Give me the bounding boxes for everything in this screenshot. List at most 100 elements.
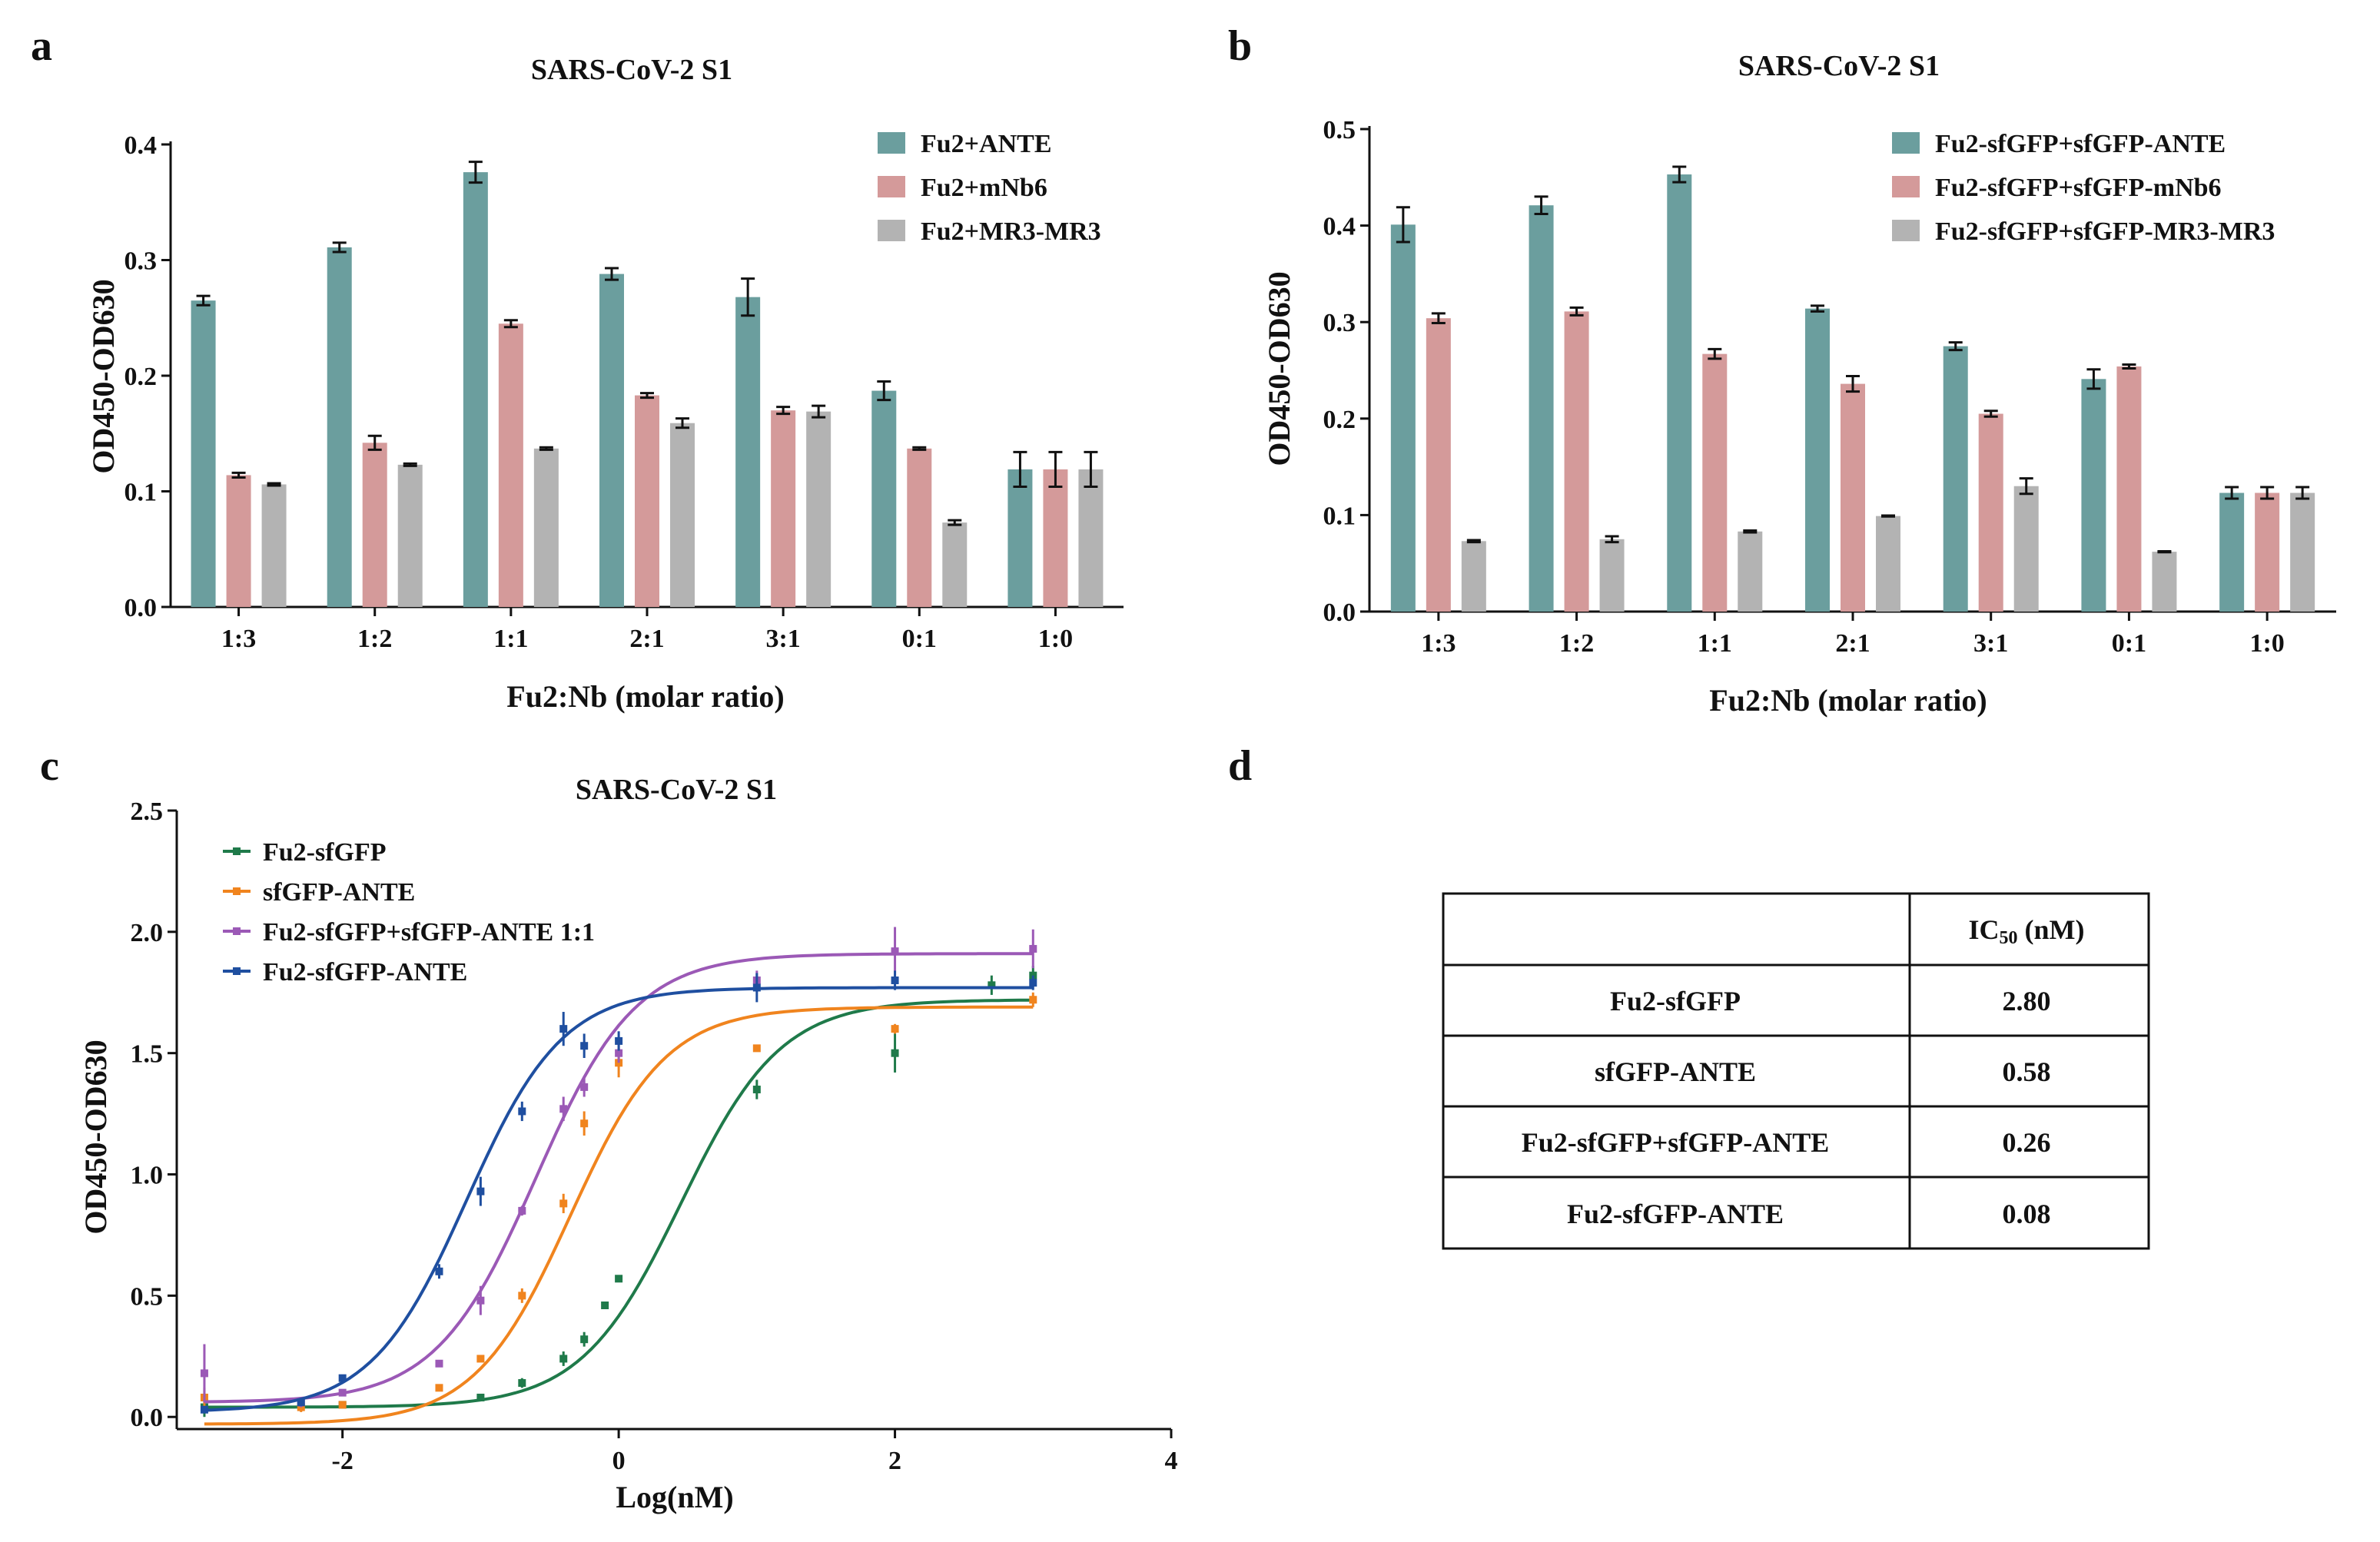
data-point-sfgfp-ante [518,1292,526,1300]
data-point-fu2-sfgfp [476,1393,485,1401]
legend-marker-fu2-sfgfp-sfgfp-ante-1-1 [233,927,241,935]
x-tick-label: 0 [612,1447,626,1475]
data-point-fu2-sfgfp-ante [1029,979,1037,987]
table-border [1442,892,2150,1250]
data-point-sfgfp-ante [559,1199,568,1208]
bar-fu2-sfgfp-sfgfp-mr3-mr3-2-1 [1876,516,1900,612]
data-point-fu2-sfgfp [752,1086,761,1094]
bar-fu2-ante-1-2 [327,247,352,607]
legend-swatch-fu2-sfgfp-sfgfp-mr3-mr3 [1892,220,1920,241]
bar-fu2-sfgfp-sfgfp-mnb6-2-1 [1841,383,1865,612]
y-tick-label: 0.5 [1323,116,1356,144]
x-tick-label: 1:1 [493,625,528,653]
bar-fu2-mr3-mr3-1-2 [397,464,423,607]
x-tick-label: 3:1 [765,625,800,653]
bar-fu2-sfgfp-sfgfp-mnb6-1-0 [2255,492,2280,612]
data-point-fu2-sfgfp-sfgfp-ante-1-1 [435,1359,443,1368]
table-row-3-value: 0.08 [2003,1199,2051,1229]
bar-fu2-sfgfp-sfgfp-mnb6-1-1 [1702,353,1728,612]
bar-fu2-sfgfp-sfgfp-mnb6-1-2 [1564,311,1589,612]
x-tick-label: 2:1 [1835,629,1870,658]
table-row-3-name: Fu2-sfGFP-ANTE [1567,1199,1784,1229]
bar-fu2-mr3-mr3-3-1 [806,411,832,607]
data-point-sfgfp-ante [476,1355,485,1363]
chart-b-x-label: Fu2:Nb (molar ratio) [1709,683,1987,718]
bar-fu2-sfgfp-sfgfp-mr3-mr3-0-1 [2152,552,2177,612]
chart-c-x-label: Log(nM) [616,1480,733,1514]
bar-fu2-sfgfp-sfgfp-mr3-mr3-1-0 [2290,492,2315,612]
data-point-fu2-sfgfp-sfgfp-ante-1-1 [338,1388,347,1397]
x-tick-label: 1:1 [1698,629,1732,658]
data-point-sfgfp-ante [338,1401,347,1409]
data-point-fu2-sfgfp-sfgfp-ante-1-1 [580,1083,589,1091]
x-tick-label: 1:2 [357,625,392,653]
legend-marker-sfgfp-ante [233,887,241,895]
legend-label-fu2-sfgfp-ante: Fu2-sfGFP-ANTE [263,958,467,987]
bar-fu2-ante-2-1 [599,274,624,607]
bar-fu2-mnb6-3-1 [771,410,796,607]
legend-swatch-fu2-ante [878,132,905,154]
legend-label-fu2-ante: Fu2+ANTE [921,130,1052,158]
data-point-fu2-sfgfp [580,1335,589,1344]
data-point-fu2-sfgfp-sfgfp-ante-1-1 [891,947,899,956]
y-tick-label: 0.1 [1323,502,1356,530]
bar-fu2-sfgfp-sfgfp-mr3-mr3-1-3 [1461,541,1486,612]
bar-fu2-sfgfp-sfgfp-mr3-mr3-1-2 [1599,539,1625,612]
data-point-sfgfp-ante [580,1119,589,1128]
bar-fu2-ante-0-1 [871,390,897,607]
chart-c-title: SARS-CoV-2 S1 [576,774,777,806]
bar-chart-a: SARS-CoV-2 S1 Fu2:Nb (molar ratio) OD450… [86,54,1124,714]
bar-fu2-sfgfp-sfgfp-mr3-mr3-1-1 [1738,531,1763,612]
bar-fu2-sfgfp-sfgfp-ante-3-1 [1943,346,1968,612]
y-tick-label: 0.3 [1323,309,1356,337]
y-tick-label: 2.0 [131,919,164,947]
data-point-fu2-sfgfp-sfgfp-ante-1-1 [518,1206,526,1215]
x-tick-label: 0:1 [902,625,937,653]
x-tick-label: 4 [1165,1447,1178,1475]
chart-a-y-label: OD450-OD630 [86,279,121,473]
chart-c-y-label: OD450-OD630 [78,1040,113,1234]
y-tick-label: 0.0 [131,1404,164,1432]
data-point-fu2-sfgfp-sfgfp-ante-1-1 [476,1296,485,1305]
bar-fu2-mnb6-2-1 [635,395,659,607]
bar-fu2-mr3-mr3-0-1 [942,522,968,607]
y-tick-label: 0.4 [1323,213,1356,241]
bar-fu2-sfgfp-sfgfp-ante-1-3 [1390,224,1416,612]
legend-swatch-fu2-sfgfp-sfgfp-ante [1892,132,1920,154]
legend-label-fu2-mr3-mr3: Fu2+MR3-MR3 [921,217,1101,246]
data-point-fu2-sfgfp-ante [891,976,899,984]
legend-label-sfgfp-ante: sfGFP-ANTE [263,878,415,907]
bar-fu2-ante-1-1 [463,172,488,607]
data-point-fu2-sfgfp [559,1355,568,1363]
table-row-0-name: Fu2-sfGFP [1610,986,1741,1016]
legend-swatch-fu2-mr3-mr3 [878,220,905,241]
legend-label-fu2-sfgfp-sfgfp-ante: Fu2-sfGFP+sfGFP-ANTE [1935,130,2226,158]
data-point-fu2-sfgfp [891,1049,899,1057]
chart-a-title: SARS-CoV-2 S1 [531,54,732,86]
panel-label-b: b [1228,22,1252,70]
bar-fu2-sfgfp-sfgfp-ante-0-1 [2081,379,2106,612]
panel-label-d: d [1228,742,1252,790]
y-tick-label: 0.1 [124,479,158,507]
x-tick-label: 1:0 [2249,629,2284,658]
y-tick-label: 0.4 [124,131,158,160]
y-tick-label: 0.2 [124,363,158,391]
x-tick-label: 1:3 [221,625,256,653]
ic50-table: IC50 (nM) Fu2-sfGFP 2.80 sfGFP-ANTE 0.58… [1442,892,2150,1250]
data-point-sfgfp-ante [752,1044,761,1053]
panel-label-a: a [31,22,52,70]
legend-label-fu2-sfgfp-sfgfp-mr3-mr3: Fu2-sfGFP+sfGFP-MR3-MR3 [1935,217,2275,246]
y-tick-label: 1.0 [131,1162,164,1190]
legend-marker-fu2-sfgfp-ante [233,967,241,975]
table-row-0-value: 2.80 [2003,986,2051,1016]
data-point-fu2-sfgfp-ante [435,1267,443,1275]
fit-curve-fu2-sfgfp-sfgfp-ante-1-1 [204,952,1034,1404]
data-point-fu2-sfgfp-sfgfp-ante-1-1 [615,1049,623,1057]
bar-fu2-sfgfp-sfgfp-ante-1-1 [1667,174,1692,612]
x-tick-label: 0:1 [2112,629,2146,658]
data-point-fu2-sfgfp-ante [338,1374,347,1382]
bar-fu2-sfgfp-sfgfp-mnb6-0-1 [2116,366,2142,612]
table-row-1-value: 0.58 [2003,1056,2051,1087]
legend-label-fu2-mnb6: Fu2+mNb6 [921,174,1047,202]
